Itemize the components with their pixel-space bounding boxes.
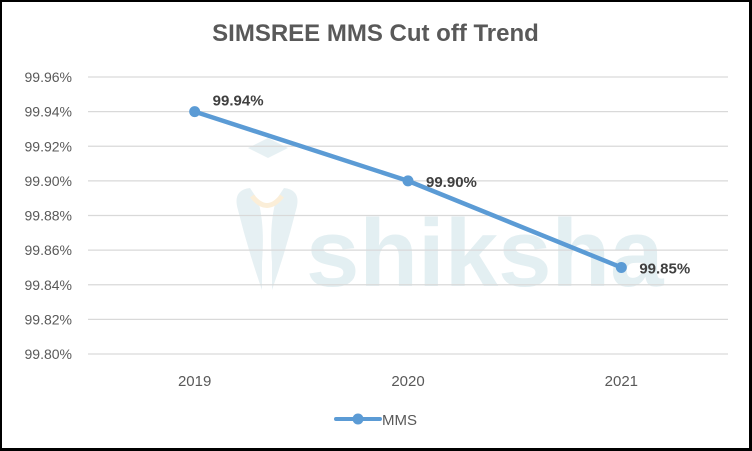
y-tick-label: 99.80% bbox=[25, 346, 72, 362]
legend-marker-icon bbox=[352, 413, 364, 425]
x-tick-label: 2020 bbox=[391, 373, 424, 390]
gridlines bbox=[88, 76, 728, 355]
y-tick-label: 99.88% bbox=[25, 208, 72, 224]
watermark-logo-icon-right bbox=[271, 188, 298, 290]
data-point-marker bbox=[615, 261, 627, 273]
data-point-marker bbox=[189, 106, 201, 118]
y-tick-label: 99.86% bbox=[25, 242, 72, 258]
legend: MMS bbox=[334, 412, 417, 429]
data-label: 99.94% bbox=[213, 93, 264, 110]
y-axis: 99.96% 99.94% 99.92% 99.90% 99.88% 99.86% 99.8… bbox=[25, 69, 72, 362]
watermark-text: shiksha bbox=[306, 200, 664, 307]
watermark: shiksha bbox=[236, 138, 664, 307]
legend-label: MMS bbox=[382, 412, 417, 429]
series-mms: 99.94% 99.90% 99.85% bbox=[189, 93, 690, 277]
x-tick-label: 2021 bbox=[605, 373, 638, 390]
y-tick-label: 99.84% bbox=[25, 277, 72, 293]
watermark-logo-icon bbox=[236, 188, 263, 290]
y-tick-label: 99.82% bbox=[25, 311, 72, 327]
y-tick-label: 99.92% bbox=[25, 138, 72, 154]
data-label: 99.85% bbox=[639, 260, 690, 277]
data-point-marker bbox=[402, 175, 414, 187]
data-label: 99.90% bbox=[426, 174, 477, 191]
watermark-cap-icon bbox=[248, 138, 288, 158]
y-tick-label: 99.90% bbox=[25, 173, 72, 189]
watermark-arc-icon bbox=[250, 194, 284, 208]
x-axis: 2019 2020 2021 bbox=[178, 373, 638, 390]
y-tick-label: 99.96% bbox=[25, 69, 72, 85]
y-tick-label: 99.94% bbox=[25, 104, 72, 120]
x-tick-label: 2019 bbox=[178, 373, 211, 390]
chart-title: SIMSREE MMS Cut off Trend bbox=[212, 20, 539, 47]
